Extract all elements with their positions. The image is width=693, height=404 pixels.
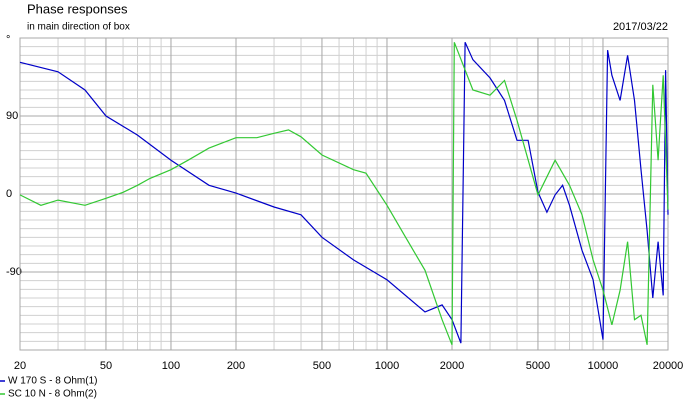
x-tick-label: 10000 <box>588 360 619 372</box>
chart-subtitle: in main direction of box <box>27 22 130 33</box>
x-tick-label: 500 <box>313 360 331 372</box>
y-tick-label: 90 <box>6 110 18 122</box>
x-tick-label: 2000 <box>440 360 464 372</box>
x-tick-label: 20 <box>14 360 26 372</box>
x-tick-label: 100 <box>162 360 180 372</box>
x-tick-label: 20000 <box>653 360 684 372</box>
x-tick-label: 200 <box>227 360 245 372</box>
y-tick-label: -90 <box>6 266 22 278</box>
series-line <box>19 42 669 344</box>
chart-title: Phase responses <box>27 1 128 16</box>
y-tick-label: 0 <box>6 188 12 200</box>
legend-label: W 170 S - 8 Ohm(1) <box>8 376 97 387</box>
x-tick-label: 1000 <box>375 360 399 372</box>
x-tick-label: 50 <box>100 360 112 372</box>
series-line <box>19 42 669 346</box>
legend-label: SC 10 N - 8 Ohm(2) <box>8 389 97 400</box>
y-axis-label: ° <box>6 34 10 46</box>
chart-date: 2017/03/22 <box>613 21 668 33</box>
x-tick-label: 5000 <box>526 360 550 372</box>
